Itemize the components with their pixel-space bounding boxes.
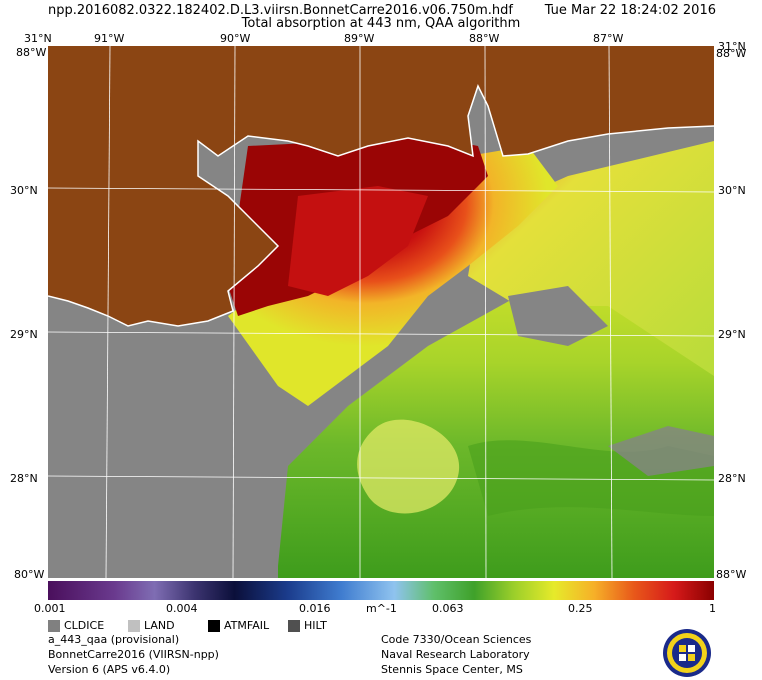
green-swirl [357,419,460,514]
colorbar [48,581,714,600]
lat-label-left: 28°N [10,472,38,485]
lat-label-right: 29°N [718,328,746,341]
map-canvas [48,46,714,578]
navy-research-lab-seal-icon [663,629,711,677]
lon-label: 90°W [220,32,251,45]
org-code: Code 7330/Ocean Sciences [381,633,532,646]
lon-label: 91°W [94,32,125,45]
legend-swatch-cldice [48,620,60,632]
land [48,46,714,326]
colorbar-label: 0.063 [432,602,464,615]
colorbar-label: 0.004 [166,602,198,615]
legend-swatch-atmfail [208,620,220,632]
colorbar-label: 1 [709,602,716,615]
colorbar-units: m^-1 [366,602,397,615]
datetime: Tue Mar 22 18:24:02 2016 [544,3,716,18]
corner-lat-top-left: 31°N [24,32,52,45]
colorbar-label: 0.016 [299,602,331,615]
red-coastal [288,186,428,296]
corner-lon-top-right: 88°W [716,47,747,60]
absorption-map[interactable] [48,46,714,578]
lon-label: 89°W [344,32,375,45]
corner-lat-top-right: 31°N [718,40,746,53]
map-title: Total absorption at 443 nm, QAA algorith… [241,16,521,31]
lon-label: 87°W [593,32,624,45]
coastline [48,84,714,327]
product-name: a_443_qaa (provisional) [48,633,180,646]
river-plume [228,146,558,406]
lat-label-left: 30°N [10,184,38,197]
org-name: Naval Research Laboratory [381,648,530,661]
legend-label: HILT [304,619,327,632]
lat-label-left: 29°N [10,328,38,341]
region-name: BonnetCarre2016 (VIIRSN-npp) [48,648,219,661]
colorbar-label: 0.001 [34,602,66,615]
corner-lon-top-left: 88°W [16,46,47,59]
file-name: npp.2016082.0322.182402.D.L3.viirsn.Bonn… [48,3,513,18]
cloud-gap [608,426,714,476]
lat-label-right: 28°N [718,472,746,485]
legend-swatch-hilt [288,620,300,632]
org-location: Stennis Space Center, MS [381,663,523,676]
lon-label: 88°W [469,32,500,45]
cloud-gap [508,286,608,346]
graticule [48,46,714,578]
colorbar-label: 0.25 [568,602,593,615]
version: Version 6 (APS v6.4.0) [48,663,171,676]
legend-label: CLDICE [64,619,105,632]
corner-lon-bottom-left: 80°W [14,568,45,581]
legend-swatch-land [128,620,140,632]
corner-lon-bottom-right: 88°W [716,568,747,581]
legend-label: ATMFAIL [224,619,270,632]
legend-label: LAND [144,619,175,632]
lat-label-right: 30°N [718,184,746,197]
